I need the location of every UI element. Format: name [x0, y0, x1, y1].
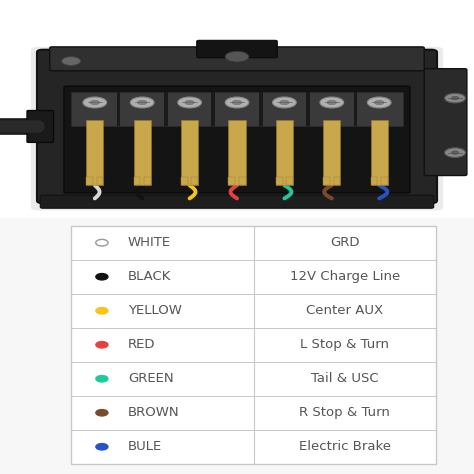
Circle shape — [137, 100, 147, 105]
Text: Tail & USC: Tail & USC — [311, 372, 379, 385]
Circle shape — [178, 97, 201, 108]
Circle shape — [451, 151, 459, 155]
FancyBboxPatch shape — [40, 195, 434, 208]
Bar — [354, 91, 357, 127]
Circle shape — [225, 97, 249, 108]
Bar — [86, 177, 93, 185]
Circle shape — [232, 100, 242, 105]
Bar — [71, 91, 403, 127]
Text: Electric Brake: Electric Brake — [299, 440, 391, 453]
Bar — [181, 120, 198, 185]
Bar — [371, 120, 388, 185]
Bar — [71, 226, 436, 464]
Circle shape — [96, 273, 108, 280]
Circle shape — [451, 96, 459, 100]
Text: WHITE: WHITE — [128, 236, 171, 249]
Circle shape — [367, 97, 391, 108]
Bar — [381, 177, 388, 185]
Bar — [97, 177, 103, 185]
Circle shape — [280, 100, 289, 105]
Text: BROWN: BROWN — [128, 406, 180, 419]
Text: GREEN: GREEN — [128, 372, 173, 385]
Circle shape — [130, 97, 154, 108]
Text: GRD: GRD — [330, 236, 360, 249]
Bar — [134, 177, 140, 185]
Circle shape — [62, 57, 81, 65]
Bar — [228, 177, 235, 185]
Bar — [86, 120, 103, 185]
Text: Center AUX: Center AUX — [306, 304, 383, 317]
Circle shape — [327, 100, 337, 105]
Bar — [259, 91, 263, 127]
FancyBboxPatch shape — [37, 50, 437, 203]
Bar — [134, 120, 151, 185]
Circle shape — [90, 100, 100, 105]
FancyBboxPatch shape — [27, 110, 54, 142]
Text: R Stop & Turn: R Stop & Turn — [300, 406, 390, 419]
Bar — [228, 120, 246, 185]
Circle shape — [185, 100, 194, 105]
Circle shape — [96, 444, 108, 450]
Bar — [191, 177, 198, 185]
FancyBboxPatch shape — [50, 47, 424, 71]
Bar — [334, 177, 340, 185]
FancyBboxPatch shape — [197, 40, 277, 58]
Text: RED: RED — [128, 338, 155, 351]
FancyBboxPatch shape — [424, 69, 467, 175]
Bar — [323, 177, 330, 185]
Text: 12V Charge Line: 12V Charge Line — [290, 270, 400, 283]
Bar — [144, 177, 151, 185]
Text: L Stop & Turn: L Stop & Turn — [301, 338, 389, 351]
Bar — [164, 91, 168, 127]
Bar — [211, 91, 215, 127]
Circle shape — [225, 51, 249, 62]
Bar — [276, 120, 293, 185]
Text: BULE: BULE — [128, 440, 162, 453]
Circle shape — [96, 341, 108, 348]
Bar — [371, 177, 377, 185]
Bar — [306, 91, 310, 127]
Circle shape — [273, 97, 296, 108]
Bar — [181, 177, 188, 185]
Bar — [276, 177, 283, 185]
Circle shape — [445, 93, 465, 103]
Bar — [286, 177, 293, 185]
Circle shape — [83, 97, 107, 108]
Text: BLACK: BLACK — [128, 270, 172, 283]
Circle shape — [96, 410, 108, 416]
Circle shape — [96, 308, 108, 314]
Circle shape — [96, 239, 108, 246]
Circle shape — [374, 100, 384, 105]
FancyBboxPatch shape — [64, 86, 410, 193]
Bar — [323, 120, 340, 185]
Bar — [117, 91, 120, 127]
Text: YELLOW: YELLOW — [128, 304, 182, 317]
FancyBboxPatch shape — [31, 47, 443, 210]
Circle shape — [445, 148, 465, 157]
Circle shape — [320, 97, 344, 108]
Circle shape — [96, 375, 108, 382]
Bar — [239, 177, 246, 185]
